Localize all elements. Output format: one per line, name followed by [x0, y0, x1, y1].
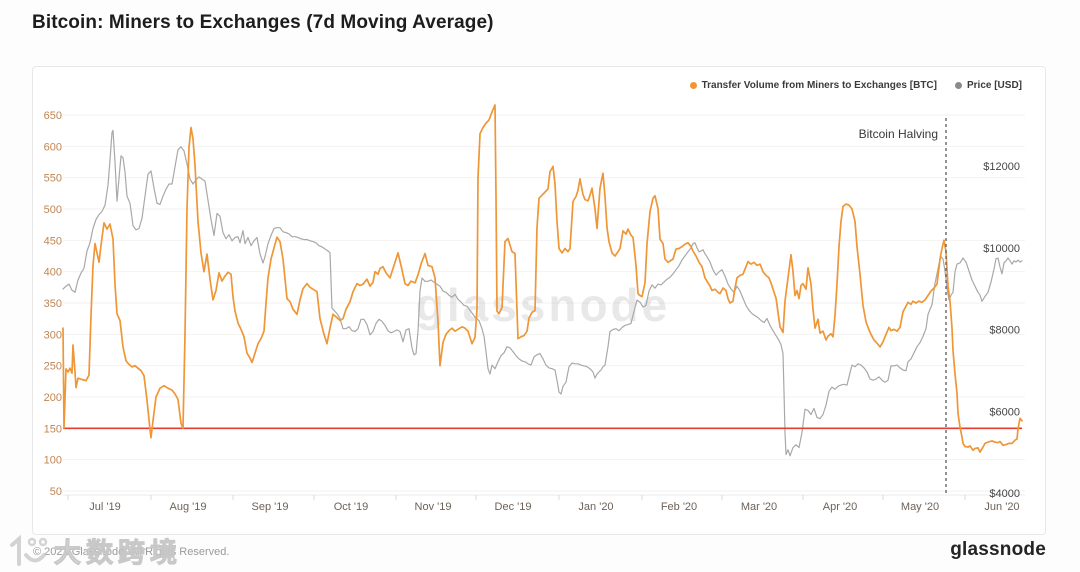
- chart-legend[interactable]: Transfer Volume from Miners to Exchanges…: [689, 80, 1022, 91]
- legend-marker-volume-icon: [689, 82, 697, 89]
- legend-label-price: Price [USD]: [966, 80, 1022, 91]
- chinese-watermark-text: 大数跨境: [54, 538, 182, 569]
- legend-item-volume[interactable]: Transfer Volume from Miners to Exchanges…: [689, 80, 937, 91]
- legend-marker-price-icon: [954, 82, 962, 89]
- chinese-watermark-logo-icon: [10, 534, 48, 566]
- chinese-watermark: 大数跨境: [4, 531, 182, 570]
- legend-label-volume: Transfer Volume from Miners to Exchanges…: [701, 80, 937, 91]
- legend-item-price[interactable]: Price [USD]: [954, 80, 1022, 91]
- halving-annotation-label: Bitcoin Halving: [858, 127, 938, 141]
- glassnode-logo: glassnode: [950, 539, 1046, 560]
- copyright-text: © 2021 Glassnode. All Rights Reserved.: [33, 546, 230, 558]
- page-title: Bitcoin: Miners to Exchanges (7d Moving …: [32, 12, 494, 33]
